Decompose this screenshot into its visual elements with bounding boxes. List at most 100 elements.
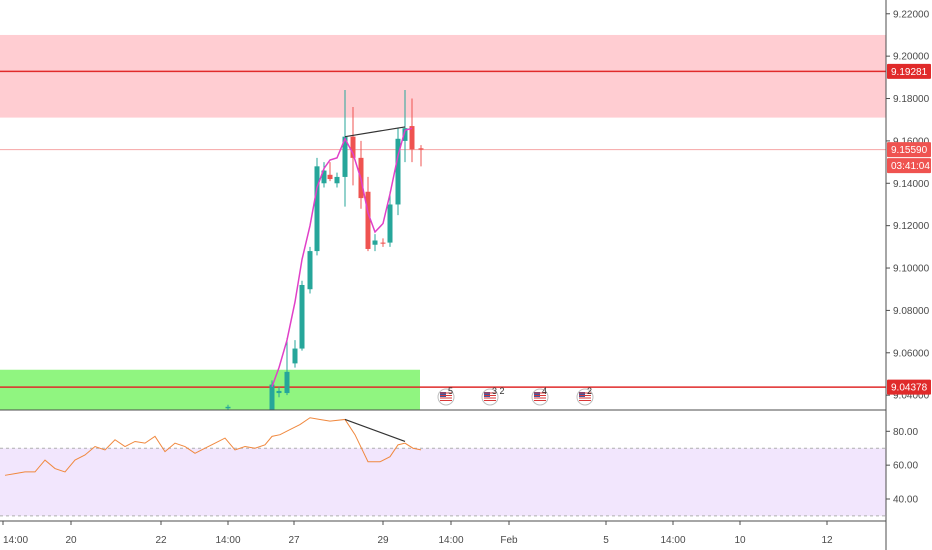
line-price-tag-bg <box>887 63 931 79</box>
candle-body <box>418 148 424 150</box>
candle-body <box>321 170 327 184</box>
candle[interactable] <box>418 145 424 167</box>
line-price-tag-text: 9.04378 <box>891 383 928 394</box>
price-tick-label: 9.08000 <box>893 306 930 317</box>
candle-body <box>292 348 298 364</box>
current-price-tag-text: 9.15590 <box>891 145 928 156</box>
candle[interactable] <box>342 90 348 207</box>
time-tick-label: Feb <box>500 535 518 546</box>
price-tick-label: 9.06000 <box>893 348 930 359</box>
countdown-tag-text: 03:41:04 <box>891 161 930 172</box>
candle-body <box>327 174 333 180</box>
price-tick-label: 9.20000 <box>893 52 930 63</box>
candle[interactable] <box>387 191 393 247</box>
time-tick-label: 14:00 <box>215 535 240 546</box>
price-axis[interactable]: 9.22000 9.20000 9.18000 9.16000 9.14000 9.120… <box>886 9 930 402</box>
support-zone <box>0 369 420 410</box>
price-tick-label: 9.12000 <box>893 221 930 232</box>
candle[interactable] <box>307 246 313 294</box>
candle[interactable] <box>276 386 282 398</box>
countdown-tag: 03:41:04 <box>887 158 931 174</box>
candle-body <box>387 204 393 243</box>
price-tick-label: 9.10000 <box>893 264 930 275</box>
candle[interactable] <box>380 238 386 247</box>
event-badge-count: 2 <box>587 386 592 396</box>
time-tick-label: 10 <box>734 535 746 546</box>
line-price-tag-bg <box>887 379 931 395</box>
countdown-tag-bg <box>887 158 931 174</box>
price-pane: 5 3 2 4 2 <box>0 34 886 410</box>
candle[interactable] <box>327 162 333 182</box>
moving-average-line <box>271 127 413 387</box>
current-price-tag-bg <box>887 142 931 158</box>
rsi-band <box>0 448 886 516</box>
time-tick-label: 5 <box>603 535 609 546</box>
price-tick-label: 9.16000 <box>893 136 930 147</box>
event-badge[interactable]: 2 <box>576 386 594 406</box>
candle[interactable] <box>284 337 290 396</box>
rsi-divergence-line <box>344 418 406 443</box>
candle-body <box>409 126 415 150</box>
candle[interactable] <box>372 234 378 252</box>
time-tick-label: 12 <box>821 535 833 546</box>
candle[interactable] <box>402 90 408 163</box>
price-tick-label: 9.14000 <box>893 179 930 190</box>
flag-canton <box>579 392 585 397</box>
candle[interactable] <box>409 98 415 163</box>
candle-body <box>299 284 305 349</box>
event-badge-count: 5 <box>448 386 453 396</box>
line-price-tag: 9.19281 <box>887 63 931 79</box>
candle-body <box>350 136 356 158</box>
line-price-tag: 9.04378 <box>887 379 931 395</box>
time-tick-label: 27 <box>288 535 300 546</box>
candle-body <box>380 242 386 244</box>
current-price-tag: 9.15590 <box>887 142 931 158</box>
candle-body <box>372 240 378 245</box>
candle-body <box>284 371 290 394</box>
time-tick-label: 20 <box>65 535 77 546</box>
candle-body <box>334 176 340 184</box>
candle[interactable] <box>395 128 401 216</box>
resistance-zone <box>0 34 886 118</box>
flag-canton <box>440 392 446 397</box>
price-tick-label: 9.22000 <box>893 9 930 20</box>
candle[interactable] <box>314 157 320 256</box>
candle-body <box>314 166 320 252</box>
candle-body <box>269 384 275 410</box>
rsi-tick-label: 60.00 <box>893 461 918 472</box>
price-tick-label: 9.18000 <box>893 94 930 105</box>
flag-canton <box>484 392 490 397</box>
rsi-pane <box>0 417 886 517</box>
time-tick-label: 29 <box>377 535 389 546</box>
candle-body <box>225 406 231 409</box>
time-tick-label: 14:00 <box>438 535 463 546</box>
candle[interactable] <box>350 107 356 186</box>
flag-canton <box>534 392 540 397</box>
time-tick-label: 14:00 <box>660 535 685 546</box>
candle-body <box>276 390 282 394</box>
candle-body <box>365 191 371 249</box>
event-badge[interactable]: 3 2 <box>481 386 505 406</box>
event-badge[interactable]: 5 <box>437 386 455 406</box>
rsi-tick-label: 80.00 <box>893 427 918 438</box>
candle-body <box>307 251 313 290</box>
candle[interactable] <box>321 162 327 188</box>
rsi-line <box>4 417 422 476</box>
rsi-tick-label: 40.00 <box>893 495 918 506</box>
candle[interactable] <box>225 404 231 410</box>
candle[interactable] <box>292 340 298 368</box>
line-price-tag-text: 9.19281 <box>891 67 928 78</box>
time-tick-label: 14:00 <box>3 535 28 546</box>
price-trendline <box>344 126 406 138</box>
candle[interactable] <box>299 280 305 351</box>
time-axis[interactable]: 14:00 20 22 14:00 27 29 14:00 Feb 5 14:00 10 12 <box>2 521 833 546</box>
candle-body <box>402 128 408 141</box>
event-badge-count: 3 2 <box>492 386 505 396</box>
candle-body <box>342 136 348 177</box>
candle[interactable] <box>334 172 340 188</box>
rsi-axis[interactable]: 80.00 60.00 40.00 <box>886 427 918 506</box>
price-tick-label: 9.04000 <box>893 391 930 402</box>
time-tick-label: 22 <box>155 535 167 546</box>
event-badge[interactable]: 4 <box>531 386 549 406</box>
